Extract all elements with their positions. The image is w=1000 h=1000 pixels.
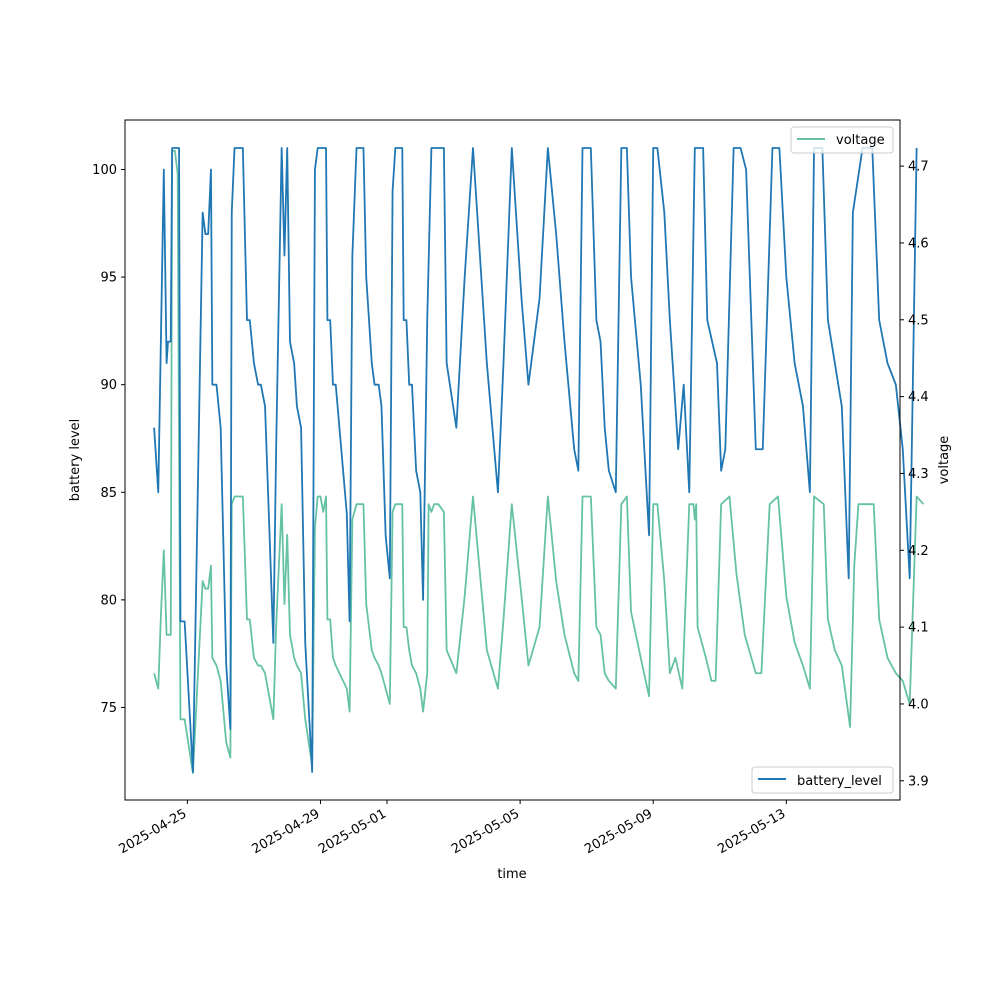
series-line-voltage <box>153 149 925 775</box>
y-right-tick-label: 4.7 <box>908 160 929 175</box>
y-right-tick-label: 4.1 <box>908 621 929 636</box>
y-left-tick-label: 100 <box>92 163 117 178</box>
y-axis-left: 75 80 85 90 95 100 <box>92 163 125 716</box>
y-right-tick-label: 3.9 <box>908 774 929 789</box>
y-right-tick-label: 4.0 <box>908 697 929 712</box>
y-left-tick-label: 80 <box>100 593 117 608</box>
y-right-tick-label: 4.3 <box>908 467 929 482</box>
y-axis-left-label: battery level <box>68 419 83 502</box>
legend-battery-level: battery_level <box>751 766 894 794</box>
x-axis-label: time <box>497 867 526 882</box>
y-left-tick-label: 85 <box>100 486 117 501</box>
series-layer <box>153 147 925 775</box>
y-left-tick-label: 90 <box>100 378 117 393</box>
y-left-tick-label: 95 <box>100 271 117 286</box>
y-axis-right: 3.9 4.0 4.1 4.2 4.3 4.4 4.5 4.6 4.7 <box>900 160 929 789</box>
plot-frame <box>124 119 901 801</box>
y-right-tick-label: 4.4 <box>908 390 929 405</box>
series-line-battery-level <box>153 147 918 773</box>
legend-voltage: voltage <box>790 126 894 154</box>
y-left-tick-label: 75 <box>100 701 117 716</box>
legend-battery-level-label: battery_level <box>797 774 882 789</box>
y-right-tick-label: 4.6 <box>908 236 929 251</box>
y-right-tick-label: 4.2 <box>908 544 929 559</box>
y-right-tick-label: 4.5 <box>908 313 929 328</box>
legend-voltage-label: voltage <box>836 133 885 148</box>
y-axis-right-label: voltage <box>937 436 952 485</box>
